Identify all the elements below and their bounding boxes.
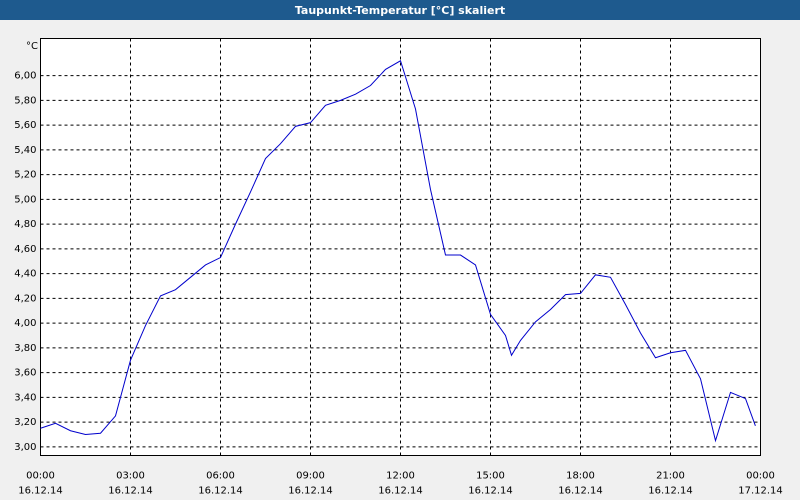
x-tick-date: 16.12.14 [558, 486, 603, 497]
y-tick-label: 3,80 [14, 343, 36, 354]
y-axis-label: °C [26, 41, 38, 52]
x-tick-label: 03:00 [116, 471, 145, 482]
x-tick-date: 16.12.14 [648, 486, 693, 497]
x-tick-date: 16.12.14 [198, 486, 243, 497]
y-tick-label: 5,20 [14, 170, 36, 181]
x-tick-label: 00:00 [746, 471, 775, 482]
y-tick-label: 5,00 [14, 194, 36, 205]
y-tick-label: 5,40 [14, 145, 36, 156]
y-tick-label: 4,60 [14, 244, 36, 255]
x-tick-date: 16.12.14 [18, 486, 63, 497]
x-tick-label: 12:00 [386, 471, 415, 482]
y-tick-label: 3,40 [14, 392, 36, 403]
y-tick-label: 3,00 [14, 442, 36, 453]
y-tick-label: 3,60 [14, 368, 36, 379]
x-tick-label: 06:00 [206, 471, 235, 482]
y-tick-label: 5,80 [14, 95, 36, 106]
y-tick-label: 5,60 [14, 120, 36, 131]
x-tick-label: 09:00 [296, 471, 325, 482]
x-tick-date: 16.12.14 [378, 486, 423, 497]
window-title: Taupunkt-Temperatur [°C] skaliert [295, 4, 505, 17]
x-tick-date: 16.12.14 [468, 486, 513, 497]
data-line [40, 60, 756, 443]
x-tick-date: 16.12.14 [288, 486, 333, 497]
x-tick-label: 00:00 [26, 471, 55, 482]
y-tick-label: 3,20 [14, 417, 36, 428]
x-tick-label: 18:00 [566, 471, 595, 482]
y-tick-label: 4,80 [14, 219, 36, 230]
x-tick-label: 21:00 [656, 471, 685, 482]
x-tick-date: 17.12.14 [738, 486, 783, 497]
y-tick-label: 6,00 [14, 71, 36, 82]
y-tick-label: 4,40 [14, 269, 36, 280]
x-tick-date: 16.12.14 [108, 486, 153, 497]
y-tick-label: 4,00 [14, 318, 36, 329]
plot-area [40, 38, 761, 456]
x-tick-label: 15:00 [476, 471, 505, 482]
y-tick-label: 4,20 [14, 293, 36, 304]
title-bar [0, 0, 800, 20]
